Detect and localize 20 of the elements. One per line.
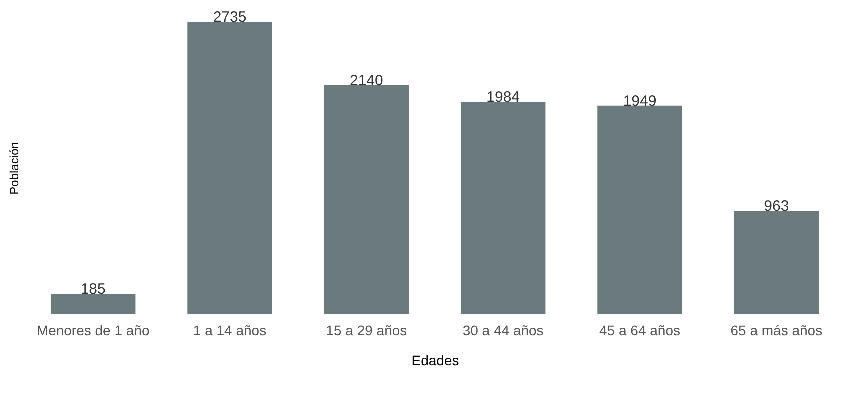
data-label: 2140 xyxy=(350,72,384,90)
x-tick-label: Menores de 1 año xyxy=(36,322,150,338)
bar xyxy=(460,102,546,314)
x-tick-label: 1 a 14 años xyxy=(193,322,267,338)
data-label: 1949 xyxy=(623,92,657,110)
y-axis-title: Población xyxy=(8,142,22,195)
data-label: 1984 xyxy=(486,89,520,106)
x-tick-label: 15 a 29 años xyxy=(326,322,408,338)
bar xyxy=(324,86,410,314)
bar xyxy=(598,106,682,314)
x-axis-title: Edades xyxy=(412,352,460,368)
x-tick-label: 65 a más años xyxy=(730,322,823,338)
bar xyxy=(734,211,820,314)
data-label: 2735 xyxy=(213,9,247,26)
data-label: 185 xyxy=(80,281,106,298)
data-label: 963 xyxy=(764,198,790,216)
x-tick-label: 30 a 44 años xyxy=(462,322,544,338)
x-tick-label: 45 a 64 años xyxy=(600,322,680,338)
bar xyxy=(188,22,272,314)
bar xyxy=(50,294,136,314)
